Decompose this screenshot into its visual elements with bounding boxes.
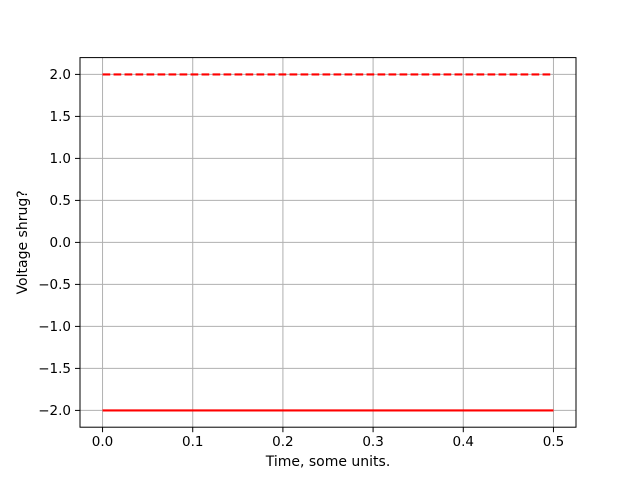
y-tick-label: −1.5 <box>38 361 71 377</box>
x-tick-label: 0.0 <box>92 434 113 450</box>
y-tick-label: 1.0 <box>50 151 71 167</box>
y-tick-label: −1.0 <box>38 319 71 335</box>
tick-layer: 0.0 0.1 0.2 0.3 0.4 0.5 −2.0 −1.5 −1.0 −0.5 0.0 0.5… <box>38 67 564 450</box>
x-tick-label: 0.1 <box>182 434 203 450</box>
y-tick-label: 0.5 <box>50 193 71 209</box>
grid-layer <box>80 57 576 428</box>
y-tick-label: 2.0 <box>50 67 71 83</box>
y-tick-label: 1.5 <box>50 109 71 125</box>
x-tick-label: 0.4 <box>453 434 474 450</box>
x-axis-label: Time, some units. <box>265 454 391 470</box>
y-tick-label: −0.5 <box>38 277 71 293</box>
x-tick-label: 0.5 <box>543 434 564 450</box>
y-tick-label: 0.0 <box>50 235 71 251</box>
y-tick-label: −2.0 <box>38 403 71 419</box>
x-tick-label: 0.2 <box>272 434 293 450</box>
y-axis-label: Voltage shrug? <box>15 190 31 294</box>
x-tick-label: 0.3 <box>362 434 383 450</box>
series-layer <box>102 73 554 412</box>
